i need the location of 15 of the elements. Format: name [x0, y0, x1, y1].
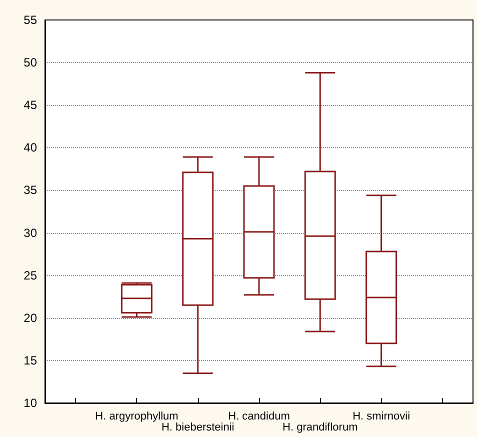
x-tick-label: H. biebersteinii — [161, 422, 234, 434]
y-tick-label: 15 — [24, 353, 38, 368]
y-tick-label: 30 — [24, 226, 38, 240]
x-tick-label: H. candidum — [228, 410, 290, 422]
y-tick-label: 20 — [24, 310, 38, 325]
y-tick-label: 50 — [24, 56, 38, 70]
x-tick-label: H. grandiflorum — [282, 422, 358, 434]
y-tick-label: 55 — [24, 13, 38, 27]
y-tick-label: 10 — [24, 396, 38, 410]
y-tick-label: 40 — [24, 140, 38, 155]
y-tick-label: 25 — [24, 268, 38, 282]
x-tick-label: H. argyrophyllum — [95, 410, 178, 422]
x-tick-label: H. smirnovii — [352, 410, 410, 422]
y-tick-label: 35 — [24, 183, 38, 198]
y-tick-label: 45 — [24, 98, 38, 112]
